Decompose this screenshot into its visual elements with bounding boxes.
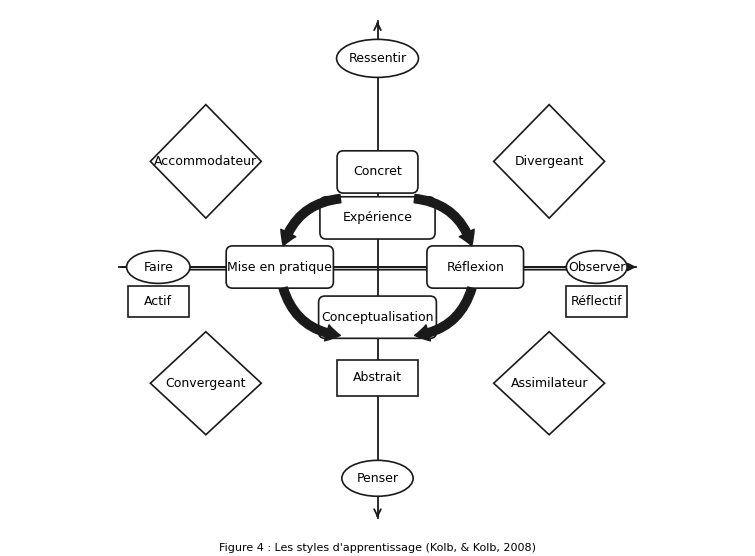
- Ellipse shape: [342, 460, 413, 497]
- Polygon shape: [150, 332, 261, 435]
- Text: Mise en pratique: Mise en pratique: [227, 261, 332, 274]
- Ellipse shape: [127, 251, 190, 284]
- Text: Faire: Faire: [143, 261, 173, 274]
- Text: Observer: Observer: [568, 261, 625, 274]
- FancyArrowPatch shape: [414, 287, 476, 341]
- Text: Ressentir: Ressentir: [349, 52, 406, 65]
- Text: Réflexion: Réflexion: [446, 261, 504, 274]
- Bar: [566, 286, 627, 317]
- FancyBboxPatch shape: [319, 296, 436, 338]
- Text: Expérience: Expérience: [343, 211, 412, 225]
- Text: Actif: Actif: [144, 295, 172, 308]
- Text: Divergeant: Divergeant: [514, 155, 584, 168]
- Ellipse shape: [337, 39, 418, 77]
- Text: Accommodateur: Accommodateur: [154, 155, 257, 168]
- FancyArrowPatch shape: [414, 195, 474, 246]
- Text: Concret: Concret: [353, 166, 402, 178]
- Text: Abstrait: Abstrait: [353, 371, 402, 384]
- FancyBboxPatch shape: [427, 246, 523, 288]
- Polygon shape: [494, 332, 605, 435]
- FancyBboxPatch shape: [320, 197, 435, 239]
- FancyBboxPatch shape: [226, 246, 334, 288]
- Text: Penser: Penser: [356, 472, 399, 485]
- Text: Figure 4 : Les styles d'apprentissage (Kolb, & Kolb, 2008): Figure 4 : Les styles d'apprentissage (K…: [219, 543, 536, 553]
- Text: Réflectif: Réflectif: [571, 295, 623, 308]
- Text: Assimilateur: Assimilateur: [510, 377, 588, 390]
- Bar: [128, 286, 189, 317]
- Polygon shape: [494, 105, 605, 218]
- Text: Convergeant: Convergeant: [165, 377, 246, 390]
- Polygon shape: [150, 105, 261, 218]
- Text: Conceptualisation: Conceptualisation: [321, 311, 434, 324]
- FancyArrowPatch shape: [281, 195, 341, 246]
- FancyArrowPatch shape: [279, 287, 341, 341]
- Bar: [337, 360, 418, 396]
- FancyBboxPatch shape: [337, 151, 418, 193]
- Ellipse shape: [566, 251, 627, 284]
